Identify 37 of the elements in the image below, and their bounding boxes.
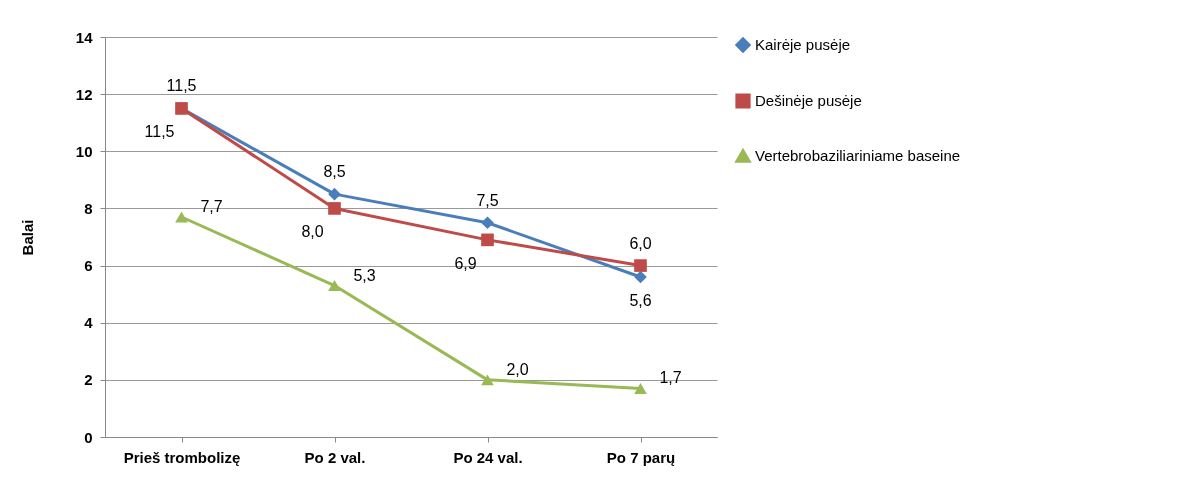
y-tick-label: 4 bbox=[84, 314, 94, 332]
point bbox=[481, 233, 494, 247]
data-label: 6,0 bbox=[629, 234, 652, 252]
x-tick-label: Po 24 val. bbox=[453, 448, 523, 466]
data-label: 8,5 bbox=[323, 163, 346, 181]
point bbox=[634, 382, 647, 394]
y-tick-label: 14 bbox=[75, 28, 94, 46]
y-tick-label: 6 bbox=[84, 257, 93, 275]
data-label: 11,5 bbox=[166, 77, 197, 95]
data-label: 2,0 bbox=[506, 360, 529, 378]
x-tick-label: Po 2 val. bbox=[304, 448, 366, 466]
y-tick-label: 8 bbox=[84, 199, 93, 217]
legend-label: Kairėje pusėje bbox=[755, 36, 851, 53]
data-label: 1,7 bbox=[659, 369, 682, 387]
y-tick-label: 2 bbox=[84, 371, 93, 389]
data-label: 5,6 bbox=[629, 292, 652, 309]
y-tick-label: 10 bbox=[75, 142, 93, 160]
point bbox=[175, 211, 188, 223]
point bbox=[481, 374, 494, 386]
data-label: 7,7 bbox=[200, 198, 223, 215]
data-label: 6,9 bbox=[454, 254, 477, 272]
point bbox=[328, 187, 341, 201]
data-label: 8,0 bbox=[301, 223, 324, 241]
x-tick-label: Po 7 parų bbox=[606, 448, 676, 466]
y-axis-title: Balai bbox=[18, 219, 36, 256]
legend-label: Vertebrobaziliariniame baseine bbox=[755, 147, 961, 164]
data-label: 11,5 bbox=[144, 123, 175, 141]
point bbox=[328, 202, 341, 215]
data-label: 7,5 bbox=[476, 191, 499, 209]
point bbox=[328, 280, 341, 292]
x-tick-label: Prieš trombolizę bbox=[123, 448, 241, 466]
point bbox=[634, 259, 647, 272]
point bbox=[481, 216, 494, 230]
data-label: 5,3 bbox=[353, 266, 376, 284]
y-tick-label: 0 bbox=[84, 428, 93, 446]
y-tick-label: 12 bbox=[75, 85, 93, 103]
legend-label: Dešinėje pusėje bbox=[755, 92, 862, 109]
